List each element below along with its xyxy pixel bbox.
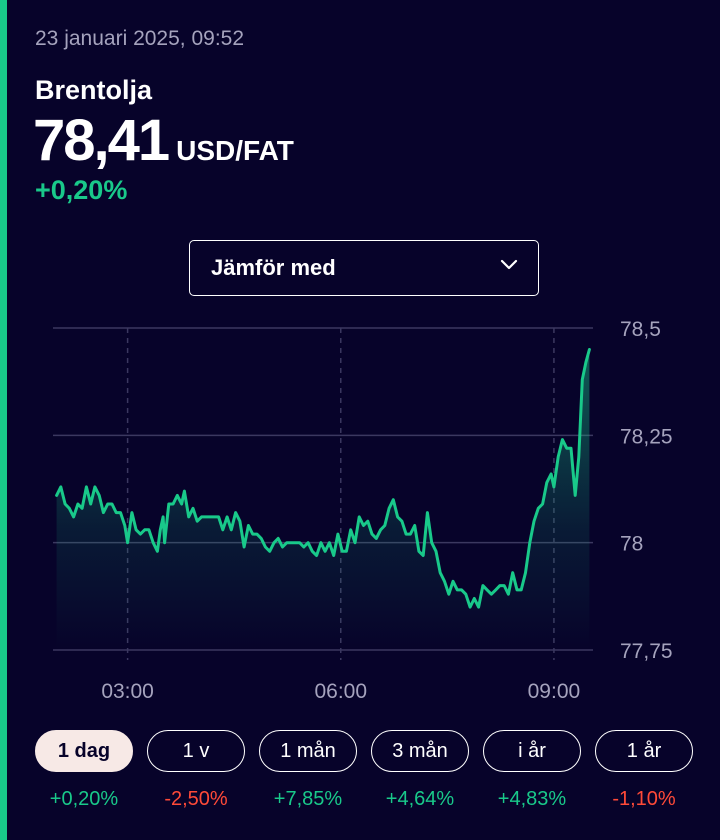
price-unit: USD/FAT	[176, 135, 294, 166]
accent-bar	[0, 0, 7, 840]
compare-label: Jämför med	[211, 255, 336, 280]
period-item: 1 dag +0,20%	[35, 730, 133, 811]
period-change: +4,83%	[497, 788, 567, 810]
price-row: 78,41 USD/FAT	[33, 112, 294, 170]
y-axis-labels: 78,5 78,25 78 77,75	[620, 318, 673, 663]
period-item: 3 mån +4,64%	[371, 730, 469, 811]
price-value: 78,41	[33, 108, 170, 173]
period-button[interactable]: 1 mån	[259, 730, 357, 772]
instrument-name: Brentolja	[35, 75, 153, 105]
period-selector: 1 dag +0,20% 1 v -2,50% 1 mån +7,85% 3 mån +4,6…	[35, 730, 693, 811]
chevron-down-icon	[500, 259, 518, 270]
y-tick-label: 77,75	[620, 640, 673, 663]
period-button[interactable]: 3 mån	[371, 730, 469, 772]
x-tick-label: 06:00	[314, 680, 367, 703]
period-button[interactable]: 1 dag	[35, 730, 133, 772]
compare-dropdown[interactable]: Jämför med	[189, 240, 539, 296]
x-tick-label: 09:00	[528, 680, 581, 703]
price-chart[interactable]: 78,5 78,25 78 77,75 03:00 06:00 09:00	[0, 300, 720, 710]
period-change: -1,10%	[612, 788, 676, 810]
period-button[interactable]: 1 år	[595, 730, 693, 772]
price-line	[55, 348, 591, 609]
period-change: +4,64%	[385, 788, 455, 810]
period-change: -2,50%	[164, 788, 228, 810]
period-item: 1 år -1,10%	[595, 730, 693, 811]
period-button[interactable]: 1 v	[147, 730, 245, 772]
y-tick-label: 78,5	[620, 318, 661, 341]
period-change: +7,85%	[273, 788, 343, 810]
y-tick-label: 78,25	[620, 425, 673, 448]
x-axis-labels: 03:00 06:00 09:00	[101, 680, 580, 703]
period-button[interactable]: i år	[483, 730, 581, 772]
x-tick-label: 03:00	[101, 680, 154, 703]
period-item: 1 v -2,50%	[147, 730, 245, 811]
period-change: +0,20%	[49, 788, 119, 810]
timestamp: 23 januari 2025, 09:52	[35, 27, 245, 50]
price-change: +0,20%	[35, 175, 128, 205]
period-item: 1 mån +7,85%	[259, 730, 357, 811]
y-tick-label: 78	[620, 533, 643, 556]
price-area	[56, 349, 590, 650]
period-item: i år +4,83%	[483, 730, 581, 811]
